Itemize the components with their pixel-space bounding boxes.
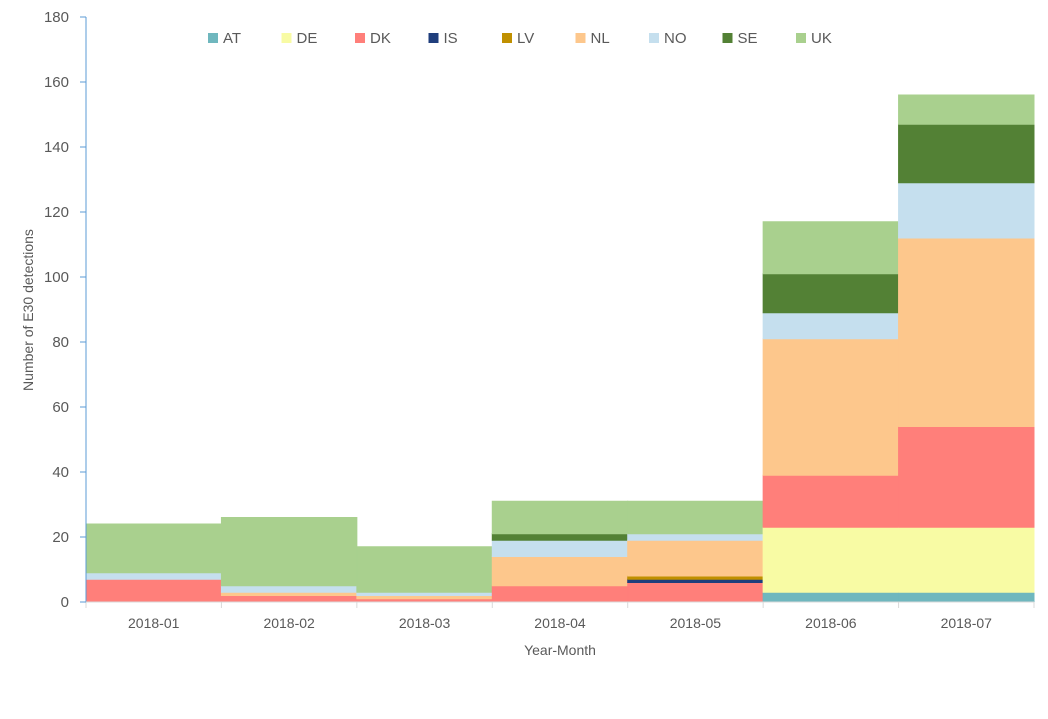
legend-swatch: [355, 33, 365, 43]
y-tick-label: 80: [52, 334, 69, 351]
x-tick-label: 2018-01: [128, 615, 180, 631]
legend-label: NO: [664, 30, 687, 47]
y-tick-label: 180: [44, 9, 69, 26]
x-tick-label: 2018-03: [399, 615, 451, 631]
bar-segment-de-2018-06: [762, 526, 900, 593]
legend-item-se: SE: [722, 30, 758, 47]
bar-segment-no-2018-07: [898, 182, 1035, 239]
y-tick-label: 160: [44, 74, 69, 91]
legend-swatch: [722, 33, 733, 43]
legend-label: DE: [297, 30, 318, 47]
y-tick-label: 60: [52, 399, 69, 416]
bar-segment-uk-2018-05: [627, 500, 764, 535]
bar-segment-uk-2018-04: [491, 500, 629, 535]
legend-item-no: NO: [649, 30, 687, 47]
legend-item-nl: NL: [575, 30, 610, 47]
legend-item-de: DE: [281, 30, 318, 47]
bar-segment-dk-2018-04: [491, 585, 629, 603]
bar-segment-dk-2018-07: [898, 426, 1035, 528]
bar-segment-nl-2018-07: [898, 237, 1035, 427]
bar-segment-se-2018-04: [491, 533, 629, 541]
bar-segment-no-2018-01: [85, 572, 222, 580]
legend-label: AT: [223, 30, 241, 47]
legend-label: NL: [591, 30, 610, 47]
bar-segment-no-2018-05: [627, 533, 764, 541]
legend-item-is: IS: [428, 30, 458, 47]
y-tick-label: 140: [44, 139, 69, 156]
y-tick-label: 40: [52, 464, 69, 481]
x-axis-label: Year-Month: [524, 642, 596, 658]
bar-segment-no-2018-02: [220, 585, 358, 593]
legend-item-at: AT: [208, 30, 241, 47]
legend-swatch: [796, 33, 806, 43]
bar-segment-dk-2018-06: [762, 474, 900, 528]
legend-item-dk: DK: [355, 30, 391, 47]
legend-swatch: [575, 33, 586, 43]
legend-label: DK: [370, 30, 391, 47]
legend-item-lv: LV: [502, 30, 534, 47]
x-tick-label: 2018-06: [805, 615, 857, 631]
legend-swatch: [649, 33, 659, 43]
legend-label: IS: [444, 30, 458, 47]
bar-segment-no-2018-06: [762, 312, 900, 340]
bar-segment-uk-2018-07: [898, 94, 1035, 125]
bar-segment-no-2018-04: [491, 539, 629, 557]
bar-segment-at-2018-06: [762, 591, 900, 603]
bar-segment-nl-2018-05: [627, 539, 764, 577]
y-axis-label: Number of E30 detections: [20, 229, 36, 391]
bar-segment-uk-2018-06: [762, 221, 900, 275]
legend-swatch: [502, 33, 512, 43]
bar-segment-nl-2018-06: [762, 338, 900, 476]
x-tick-label: 2018-05: [670, 615, 722, 631]
bar-segment-se-2018-07: [898, 123, 1035, 184]
y-tick-label: 100: [44, 269, 69, 286]
x-tick-label: 2018-04: [534, 615, 586, 631]
bar-segment-se-2018-06: [762, 273, 900, 314]
bar-segment-uk-2018-03: [356, 546, 493, 593]
y-tick-label: 20: [52, 529, 69, 546]
y-tick-label: 0: [61, 594, 69, 611]
legend-label: LV: [517, 30, 534, 47]
legend-item-uk: UK: [796, 30, 832, 47]
legend-label: UK: [811, 30, 832, 47]
bar-segment-dk-2018-01: [85, 578, 222, 603]
bar-segment-at-2018-07: [898, 591, 1035, 603]
x-tick-label: 2018-07: [941, 615, 993, 631]
bar-segment-dk-2018-05: [627, 582, 764, 603]
x-tick-label: 2018-02: [263, 615, 315, 631]
bar-segment-uk-2018-02: [220, 517, 358, 587]
legend-label: SE: [738, 30, 758, 47]
y-tick-label: 120: [44, 204, 69, 221]
bar-segment-dk-2018-02: [220, 595, 358, 603]
legend-swatch: [281, 33, 292, 43]
legend-swatch: [208, 33, 218, 43]
bar-segment-uk-2018-01: [85, 523, 222, 574]
legend-swatch: [428, 33, 439, 43]
bar-segment-nl-2018-04: [491, 556, 629, 587]
bar-segment-de-2018-07: [898, 526, 1035, 593]
